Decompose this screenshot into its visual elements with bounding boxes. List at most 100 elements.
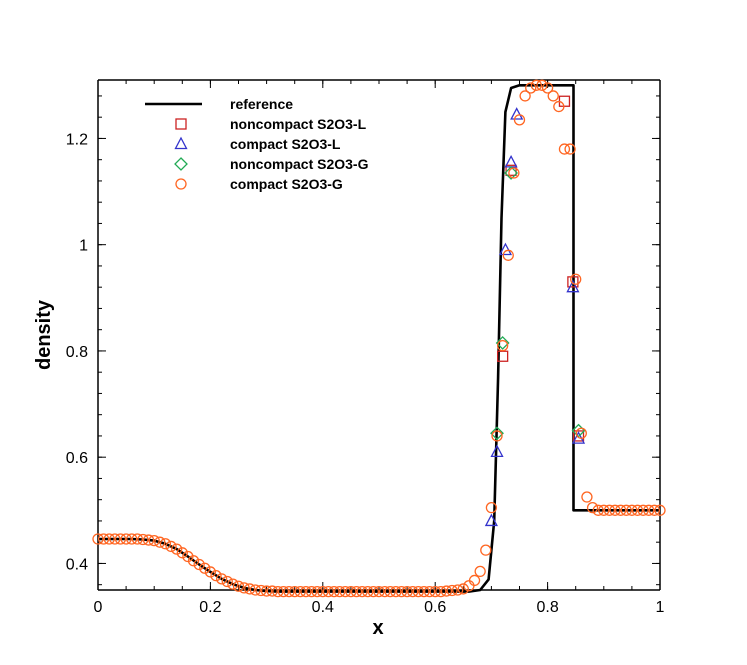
circle-marker [429,585,441,598]
legend-label: reference [230,96,293,112]
circle-marker [440,585,453,597]
y-tick-label: 0.8 [66,344,88,361]
circle-marker [317,585,329,598]
circle-marker [452,584,464,596]
circle-marker [272,585,284,598]
reference-line [98,84,660,593]
circle-marker [407,585,419,598]
circle-marker [541,82,554,94]
circle-marker [553,100,565,113]
circle-marker [378,585,391,598]
circle-marker [513,114,526,126]
circle-marker [446,584,458,597]
circle-marker [592,504,604,516]
diamond-marker [490,426,504,441]
circle-marker [311,585,323,598]
circle-marker [435,585,447,598]
circle-marker [615,504,627,516]
circle-marker [260,585,273,597]
circle-marker [457,583,469,595]
circle-marker [367,585,380,598]
legend-label: noncompact S2O3-G [230,156,369,172]
circle-marker [373,585,385,598]
diamond-marker [495,336,510,350]
circle-marker [581,491,593,503]
circle-marker [502,249,514,261]
circle-marker [283,585,295,598]
circle-marker [626,504,638,516]
circle-marker [637,504,649,516]
y-tick-label: 0.4 [66,556,88,573]
x-tick-label: 0.4 [312,599,334,616]
circle-marker [390,585,402,598]
circle-marker [620,504,632,516]
circle-marker [171,543,183,555]
legend: reference noncompact S2O3-L compact S2O3-L… [145,96,369,192]
circle-marker [137,533,149,546]
circle-marker [227,578,239,590]
circle-marker [328,585,340,598]
circle-marker [496,339,509,352]
circle-marker [131,533,143,545]
circle-marker [356,585,368,598]
circle-marker [395,585,408,598]
circle-marker [609,504,621,516]
circle-marker [109,533,121,545]
square-marker [572,430,585,442]
circle-marker [339,585,351,598]
circle-marker [255,584,267,597]
reference-curve [98,84,660,593]
circle-marker [238,582,250,594]
x-tick-label: 0.8 [536,599,558,616]
legend-diamond-swatch [174,157,188,171]
circle-marker [187,555,200,567]
circle-marker [249,584,262,596]
circle-marker [221,575,233,588]
circle-marker [530,79,543,91]
x-tick-label: 0.2 [199,599,221,616]
x-tick-label: 0 [94,599,103,616]
axis-ticks: 0 0.2 0.4 0.6 0.8 1 0.4 0.6 0.8 1 1.2 [66,80,665,616]
circle-marker [92,533,104,545]
circle-marker [485,502,498,514]
square-marker [505,164,517,176]
circle-marker [154,536,166,548]
x-axis-title: x [372,617,383,639]
circle-marker [570,273,582,285]
circle-marker [165,540,177,553]
circle-marker [159,538,172,550]
circle-marker [423,585,436,598]
circle-marker [289,585,301,598]
x-tick-label: 1 [656,599,665,616]
legend-label: compact S2O3-L [230,136,341,152]
circle-marker [418,585,430,598]
circle-marker [558,143,571,155]
legend-triangle-swatch [174,136,188,150]
circle-marker [126,533,138,545]
circle-marker [305,585,318,598]
legend-label: compact S2O3-G [230,176,343,192]
triangle-marker [510,107,524,120]
square-marker [558,95,571,107]
square-marker [567,276,579,288]
circle-marker [519,90,531,102]
circle-marker [345,585,357,598]
circle-marker [384,585,396,598]
circle-marker [204,566,217,578]
circle-marker [547,90,559,102]
circle-marker [564,143,576,155]
triangle-marker [490,444,504,458]
circle-marker [322,585,335,598]
circle-marker [525,82,537,94]
triangle-marker [484,513,498,527]
circle-marker [266,585,278,597]
circle-marker [294,585,306,598]
circle-marker [199,562,211,574]
circle-marker [103,533,115,545]
y-axis-title: density [33,299,55,370]
circle-marker [142,534,155,546]
circle-marker [148,534,160,547]
circle-marker [176,547,188,559]
circle-marker [412,585,424,598]
